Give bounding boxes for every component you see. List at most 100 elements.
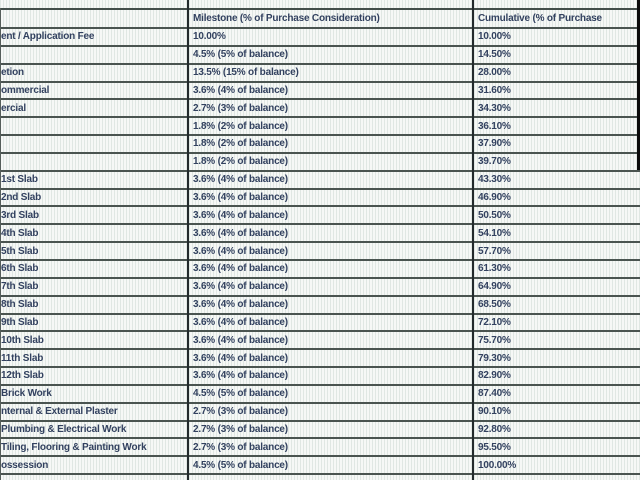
milestone-cell: 1.8% (2% of balance): [193, 138, 288, 150]
cumulative-cell: 100.00%: [478, 459, 517, 471]
header-label-cell: [0, 10, 188, 27]
milestone-cell: 3.6% (4% of balance): [193, 245, 288, 257]
milestone-cell: 1.8% (2% of balance): [193, 156, 288, 168]
cumulative-cell: 57.70%: [478, 245, 511, 257]
milestone-cell: 3.6% (4% of balance): [193, 299, 288, 311]
cumulative-cell: 72.10%: [478, 316, 511, 328]
left-grid-line: [0, 8, 1, 480]
label-cell: 9th Slab: [1, 316, 39, 328]
payment-schedule-table: Milestone (% of Purchase Consideration) …: [0, 8, 640, 476]
cumulative-cell: 64.90%: [478, 281, 511, 293]
label-cell: [0, 47, 188, 63]
table-row: 3rd Slab 3.6% (4% of balance) 50.50%: [0, 207, 640, 226]
milestone-cell: 2.7% (3% of balance): [193, 102, 288, 114]
cumulative-cell: 34.30%: [478, 102, 511, 114]
cumulative-cell: 79.30%: [478, 352, 511, 364]
cumulative-cell: 10.00%: [478, 31, 511, 43]
label-cell: 8th Slab: [1, 299, 39, 311]
label-cell: ommercial: [1, 84, 50, 96]
table-row: 1st Slab 3.6% (4% of balance) 43.30%: [0, 172, 640, 190]
label-cell: ercial: [1, 102, 26, 114]
table-row: 1.8% (2% of balance) 36.10%: [0, 118, 640, 137]
table-row: 7th Slab 3.6% (4% of balance) 64.90%: [0, 279, 640, 297]
label-cell: Brick Work: [1, 388, 52, 400]
table-row: 8th Slab 3.6% (4% of balance) 68.50%: [0, 297, 640, 315]
cumulative-cell: 14.50%: [478, 49, 511, 61]
cumulative-cell: 37.90%: [478, 138, 511, 150]
label-cell: 2nd Slab: [1, 192, 42, 204]
column-divider-2: [472, 0, 474, 480]
table-row: ommercial 3.6% (4% of balance) 31.60%: [0, 83, 640, 101]
cumulative-cell: 75.70%: [478, 334, 511, 346]
cumulative-cell: 43.30%: [478, 174, 511, 186]
label-cell: 7th Slab: [1, 281, 39, 293]
label-cell: [0, 118, 188, 134]
table-row: ossession 4.5% (5% of balance) 100.00%: [0, 457, 640, 476]
table-row: etion 13.5% (15% of balance) 28.00%: [0, 65, 640, 83]
milestone-cell: 3.6% (4% of balance): [193, 84, 288, 96]
table-row: 1.8% (2% of balance) 37.90%: [0, 136, 640, 154]
milestone-cell: 10.00%: [193, 31, 226, 43]
milestone-cell: 1.8% (2% of balance): [193, 120, 288, 132]
cumulative-cell: 82.90%: [478, 370, 511, 382]
label-cell: 5th Slab: [1, 245, 39, 257]
table-header-row: Milestone (% of Purchase Consideration) …: [0, 10, 640, 29]
label-cell: ent / Application Fee: [1, 31, 95, 43]
cumulative-cell: 39.70%: [478, 156, 511, 168]
milestone-cell: 3.6% (4% of balance): [193, 316, 288, 328]
table-row: 1.8% (2% of balance) 39.70%: [0, 154, 640, 172]
cumulative-cell: 50.50%: [478, 209, 511, 221]
milestone-cell: 3.6% (4% of balance): [193, 209, 288, 221]
table-row: Plumbing & Electrical Work 2.7% (3% of ba…: [0, 422, 640, 440]
label-cell: 6th Slab: [1, 263, 39, 275]
cumulative-cell: 28.00%: [478, 67, 511, 79]
table-row: 11th Slab 3.6% (4% of balance) 79.30%: [0, 350, 640, 369]
table-row: Brick Work 4.5% (5% of balance) 87.40%: [0, 386, 640, 404]
table-row: 6th Slab 3.6% (4% of balance) 61.30%: [0, 261, 640, 279]
table-row: 4th Slab 3.6% (4% of balance) 54.10%: [0, 225, 640, 244]
table-row: ent / Application Fee 10.00% 10.00%: [0, 29, 640, 47]
header-milestone-cell: Milestone (% of Purchase Consideration): [193, 13, 380, 24]
label-cell: etion: [1, 67, 24, 79]
cumulative-cell: 90.10%: [478, 406, 511, 418]
table-row: 2nd Slab 3.6% (4% of balance) 46.90%: [0, 190, 640, 208]
label-cell: 3rd Slab: [1, 209, 39, 221]
label-cell: 10th Slab: [1, 334, 44, 346]
milestone-cell: 2.7% (3% of balance): [193, 423, 288, 435]
table-row: 9th Slab 3.6% (4% of balance) 72.10%: [0, 315, 640, 333]
label-cell: 11th Slab: [1, 352, 44, 364]
milestone-cell: 4.5% (5% of balance): [193, 49, 288, 61]
milestone-cell: 13.5% (15% of balance): [193, 67, 299, 79]
table-row: nternal & External Plaster 2.7% (3% of ba…: [0, 404, 640, 422]
milestone-cell: 3.6% (4% of balance): [193, 281, 288, 293]
milestone-cell: 2.7% (3% of balance): [193, 406, 288, 418]
table-row: 4.5% (5% of balance) 14.50%: [0, 47, 640, 65]
milestone-cell: 3.6% (4% of balance): [193, 263, 288, 275]
column-divider-1: [187, 0, 189, 480]
milestone-cell: 4.5% (5% of balance): [193, 459, 288, 471]
cumulative-cell: 92.80%: [478, 423, 511, 435]
label-cell: [0, 136, 188, 152]
cumulative-cell: 31.60%: [478, 84, 511, 96]
cumulative-cell: 54.10%: [478, 227, 511, 239]
header-cumulative-cell: Cumulative (% of Purchase: [478, 13, 602, 24]
label-cell: 12th Slab: [1, 370, 44, 382]
cumulative-cell: 95.50%: [478, 441, 511, 453]
table-row: 5th Slab 3.6% (4% of balance) 57.70%: [0, 243, 640, 261]
label-cell: 4th Slab: [1, 227, 39, 239]
milestone-cell: 4.5% (5% of balance): [193, 388, 288, 400]
right-edge-artifact: [637, 0, 640, 170]
label-cell: Tiling, Flooring & Painting Work: [1, 441, 147, 453]
cumulative-cell: 46.90%: [478, 192, 511, 204]
cumulative-cell: 36.10%: [478, 120, 511, 132]
label-cell: nternal & External Plaster: [1, 406, 118, 418]
milestone-cell: 3.6% (4% of balance): [193, 227, 288, 239]
label-cell: ossession: [1, 459, 49, 471]
milestone-cell: 2.7% (3% of balance): [193, 441, 288, 453]
table-row: ercial 2.7% (3% of balance) 34.30%: [0, 100, 640, 119]
milestone-cell: 3.6% (4% of balance): [193, 192, 288, 204]
label-cell: Plumbing & Electrical Work: [1, 423, 127, 435]
table-row: 12th Slab 3.6% (4% of balance) 82.90%: [0, 368, 640, 386]
cumulative-cell: 68.50%: [478, 299, 511, 311]
